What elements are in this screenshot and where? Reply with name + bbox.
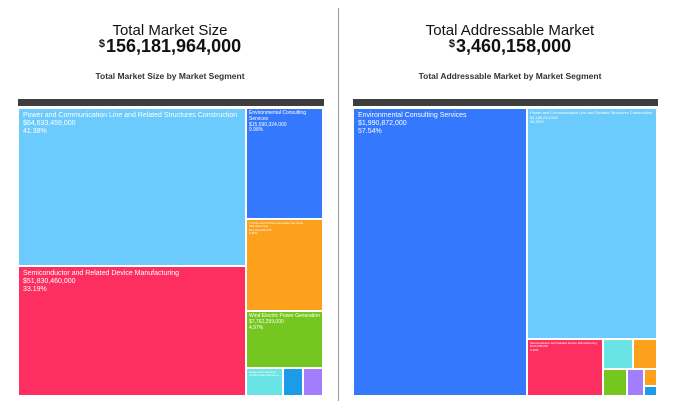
- market-size-title: Total Market Size: [112, 22, 228, 39]
- market-size-chart-title: Total Market Size by Market Segment: [95, 71, 245, 81]
- currency-symbol: $: [448, 38, 455, 50]
- market-size-amount: 156,181,964,000: [105, 36, 242, 56]
- tile-label: Power and Communication Line and Related…: [23, 112, 238, 119]
- tile-value: $110,008,000: [530, 344, 549, 349]
- tile-label: Power and Communication Line and Related…: [530, 110, 653, 115]
- tile-label: Relay and Industrial Control Manufacturi…: [249, 370, 279, 378]
- tile-share: 33.19%: [23, 286, 47, 294]
- tile-share: 34.33%: [530, 119, 544, 125]
- tile-share: 41.38%: [23, 128, 47, 136]
- treemap-tile[interactable]: Power and Communication Line and Related…: [18, 108, 246, 266]
- addressable-market-panel: Total Addressable Market $3,460,158,000 …: [340, 0, 680, 409]
- tile-value: $1,188,014,000: [530, 114, 558, 120]
- treemap-tile[interactable]: Semiconductor and Related Device Manufac…: [18, 266, 246, 396]
- treemap-tile[interactable]: Environmental Consulting Services $15,590…: [246, 108, 323, 219]
- tile-label: Turbine and Turbine Generator Set Units …: [249, 221, 304, 229]
- treemap-tile[interactable]: [627, 369, 644, 396]
- tile-share: 57.54%: [358, 128, 382, 136]
- addressable-market-treemap: Environmental Consulting Services $1,990,…: [353, 99, 658, 396]
- tile-share: 9.98%: [249, 127, 264, 134]
- market-size-panel: Total Market Size $156,181,964,000 Total…: [0, 22, 340, 396]
- tile-share: 4.97%: [249, 324, 264, 331]
- tile-value: $13,044,256,000: [249, 227, 272, 232]
- tile-share: 3.18%: [530, 347, 539, 352]
- tile-value: $51,830,460,000: [23, 278, 76, 286]
- addressable-market-amount: 3,460,158,000: [456, 36, 572, 56]
- market-size-treemap: Power and Communication Line and Related…: [18, 99, 324, 396]
- treemap-tile[interactable]: Wind Electric Power Generation $7,762,259…: [246, 311, 323, 368]
- treemap-header-bar: [353, 99, 658, 106]
- treemap-tile[interactable]: Relay and Industrial Control Manufacturi…: [246, 368, 283, 396]
- market-size-value: $156,181,964,000: [0, 36, 340, 57]
- tile-value: $1,990,872,000: [358, 120, 407, 128]
- treemap-tile[interactable]: [633, 339, 657, 369]
- treemap-tile[interactable]: Environmental Consulting Services $1,990,…: [353, 108, 527, 396]
- currency-symbol: $: [98, 38, 105, 50]
- tile-share: 8.35%: [249, 231, 258, 236]
- treemap-header-bar: [18, 99, 324, 106]
- tile-value: $7,762,259,000: [249, 318, 284, 325]
- treemap-tile[interactable]: Semiconductor and Related Device Manufac…: [527, 339, 603, 396]
- treemap-tile[interactable]: [603, 369, 627, 396]
- tile-value: $64,633,459,000: [23, 120, 76, 128]
- treemap-tile[interactable]: [644, 386, 657, 396]
- tile-label: Environmental Consulting Services: [358, 112, 467, 119]
- addressable-market-title: Total Addressable Market: [425, 22, 595, 39]
- tile-label: Semiconductor and Related Device Manufac…: [530, 341, 597, 345]
- treemap-tile[interactable]: Turbine and Turbine Generator Set Units …: [246, 219, 323, 311]
- treemap-tile[interactable]: [303, 368, 323, 396]
- tile-label: Semiconductor and Related Device Manufac…: [23, 270, 180, 277]
- treemap-tile[interactable]: [644, 369, 657, 386]
- panel-divider: [338, 8, 339, 401]
- tile-label: Wind Electric Power Generation: [249, 313, 320, 319]
- addressable-market-value: $3,460,158,000: [340, 36, 680, 57]
- tile-value: $15,590,324,000: [249, 121, 287, 128]
- tile-label: Environmental Consulting Services: [249, 110, 306, 122]
- treemap-tile[interactable]: [603, 339, 633, 369]
- treemap-tile[interactable]: [283, 368, 303, 396]
- addressable-market-chart-title: Total Addressable Market by Market Segme…: [418, 71, 602, 81]
- treemap-tile[interactable]: Power and Communication Line and Related…: [527, 108, 657, 339]
